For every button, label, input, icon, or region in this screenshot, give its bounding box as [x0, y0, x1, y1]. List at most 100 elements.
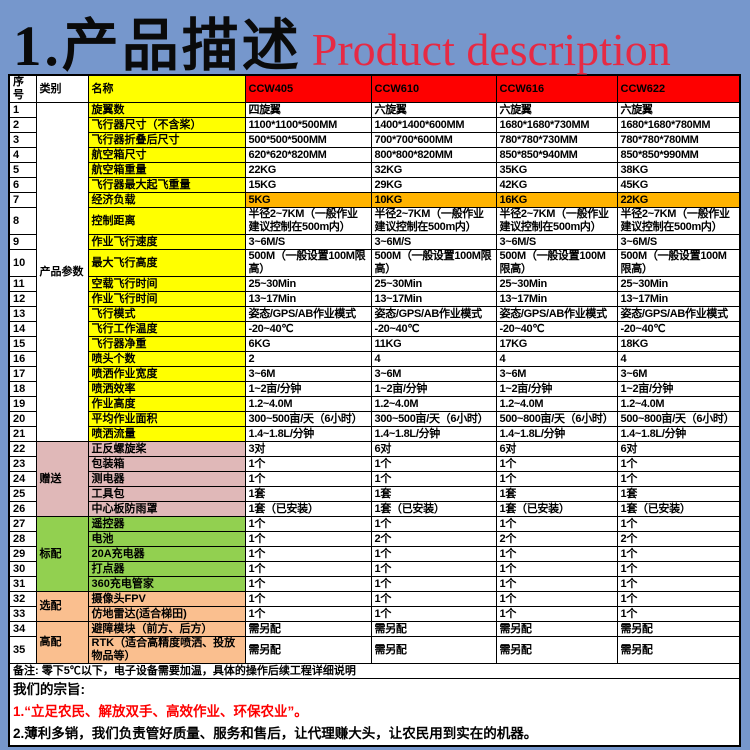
value-cell: 35KG [495, 162, 618, 178]
value-cell: 姿态/GPS/AB作业模式 [370, 306, 497, 322]
row-number: 8 [8, 207, 37, 235]
table-row: 26 中心板防雨罩 1套（已安装） 1套（已安装） 1套（已安装） 1套（已安装） [8, 501, 741, 517]
table-row: 32 选配 摄像头FPV 1个 1个 1个 1个 [8, 591, 741, 622]
table-row: 7 经济负载 5KG 10KG 16KG 22KG [8, 192, 741, 208]
value-cell: 1个 [244, 606, 372, 622]
value-cell: -20~40℃ [244, 321, 372, 337]
page-title-chinese: 1.产品描述 [13, 15, 302, 78]
motto-line-2: 2.薄利多销，我们负责管好质量、服务和售后，让代理赚大头，让农民用到实在的机器。 [13, 726, 538, 741]
value-cell: 1~2亩/分钟 [370, 381, 497, 397]
value-cell: 需另配 [244, 621, 372, 637]
value-cell: 1~2亩/分钟 [495, 381, 618, 397]
value-cell: 1个 [616, 471, 741, 487]
value-cell: 1.2~4.0M [244, 396, 372, 412]
value-cell: 13~17Min [370, 291, 497, 307]
value-cell: 3~6M [616, 366, 741, 382]
value-cell: 1400*1400*600MM [370, 117, 497, 133]
table-row: 4 航空箱尺寸 620*620*820MM 800*800*820MM 850*850*… [8, 147, 741, 163]
row-number: 12 [8, 291, 37, 307]
value-cell: 1.4~1.8L/分钟 [495, 426, 618, 442]
value-cell: 45KG [616, 177, 741, 193]
row-number: 6 [8, 177, 37, 193]
spec-name-cell: 最大飞行高度 [87, 249, 246, 277]
value-cell: 10KG [370, 192, 497, 208]
table-row: 35 RTK（适合高精度喷洒、投放物品等） 需另配 需另配 需另配 需另配 [8, 636, 741, 664]
spec-name-cell: 喷头个数 [87, 351, 246, 367]
value-cell: 1个 [244, 591, 372, 607]
value-cell: 1个 [495, 546, 618, 562]
header-model-ccw616: CCW616 [495, 74, 618, 103]
spec-name-cell: 摄像头FPV [87, 591, 246, 607]
value-cell: 500M（一般设置100M限高） [244, 249, 372, 277]
value-cell: 15KG [244, 177, 372, 193]
table-row: 3 飞行器折叠后尺寸 500*500*500MM 700*700*600MM 780*7… [8, 132, 741, 148]
value-cell: 500M（一般设置100M限高） [370, 249, 497, 277]
value-cell: 姿态/GPS/AB作业模式 [616, 306, 741, 322]
row-number: 31 [8, 576, 37, 592]
value-cell: 1个 [370, 576, 497, 592]
spec-name-cell: 飞行器净重 [87, 336, 246, 352]
value-cell: 1680*1680*780MM [616, 117, 741, 133]
row-number: 15 [8, 336, 37, 352]
value-cell: 1个 [616, 576, 741, 592]
value-cell: 1个 [495, 471, 618, 487]
table-row: 27 标配 遥控器 1个 1个 1个 1个 [8, 516, 741, 592]
spec-name-cell: 航空箱重量 [87, 162, 246, 178]
value-cell: -20~40℃ [616, 321, 741, 337]
value-cell: 11KG [370, 336, 497, 352]
value-cell: 620*620*820MM [244, 147, 372, 163]
value-cell: 2 [244, 351, 372, 367]
value-cell: 1个 [495, 606, 618, 622]
table-row: 15 飞行器净重 6KG 11KG 17KG 18KG [8, 336, 741, 352]
table-row: 34 高配 避障模块（前方、后方） 需另配 需另配 需另配 需另配 [8, 621, 741, 664]
value-cell: 需另配 [616, 636, 741, 664]
value-cell: 25~30Min [244, 276, 372, 292]
row-number: 30 [8, 561, 37, 577]
value-cell: 1.2~4.0M [495, 396, 618, 412]
value-cell: 半径2~7KM（一般作业建议控制在500m内） [244, 207, 372, 235]
value-cell: 1个 [616, 516, 741, 532]
value-cell: 1套 [495, 486, 618, 502]
row-number: 5 [8, 162, 37, 178]
value-cell: 四旋翼 [244, 102, 372, 118]
value-cell: 3~6M [495, 366, 618, 382]
table-row: 19 作业高度 1.2~4.0M 1.2~4.0M 1.2~4.0M 1.2~4.0M [8, 396, 741, 412]
value-cell: -20~40℃ [495, 321, 618, 337]
row-number: 3 [8, 132, 37, 148]
row-number: 21 [8, 426, 37, 442]
row-number: 33 [8, 606, 37, 622]
row-number: 17 [8, 366, 37, 382]
row-number: 19 [8, 396, 37, 412]
value-cell: 1个 [495, 576, 618, 592]
value-cell: 42KG [495, 177, 618, 193]
value-cell: 4 [370, 351, 497, 367]
spec-name-cell: 正反螺旋桨 [87, 441, 246, 457]
spec-name-cell: 喷洒作业宽度 [87, 366, 246, 382]
value-cell: 850*850*940MM [495, 147, 618, 163]
value-cell: 3~6M [244, 366, 372, 382]
value-cell: 1套 [370, 486, 497, 502]
value-cell: 1套（已安装） [616, 501, 741, 517]
category-cell: 产品参数 [35, 102, 89, 442]
row-number: 2 [8, 117, 37, 133]
spec-name-cell: 喷洒流量 [87, 426, 246, 442]
table-row: 6 飞行器最大起飞重量 15KG 29KG 42KG 45KG [8, 177, 741, 193]
value-cell: 13~17Min [495, 291, 618, 307]
value-cell: 4 [616, 351, 741, 367]
value-cell: 1个 [616, 591, 741, 607]
spec-name-cell: 平均作业面积 [87, 411, 246, 427]
table-row: 8 控制距离 半径2~7KM（一般作业建议控制在500m内） 半径2~7KM（一般作业… [8, 207, 741, 235]
row-number: 7 [8, 192, 37, 208]
value-cell: 需另配 [616, 621, 741, 637]
value-cell: 1套（已安装） [370, 501, 497, 517]
value-cell: 1个 [616, 546, 741, 562]
spec-name-cell: 飞行模式 [87, 306, 246, 322]
value-cell: 1个 [495, 561, 618, 577]
page-title: 1.产品描述 Product description [0, 0, 750, 78]
value-cell: 780*780*780MM [616, 132, 741, 148]
value-cell: -20~40℃ [370, 321, 497, 337]
spec-name-cell: 测电器 [87, 471, 246, 487]
table-row: 23 包装箱 1个 1个 1个 1个 [8, 456, 741, 472]
value-cell: 18KG [616, 336, 741, 352]
spec-name-cell: 20A充电器 [87, 546, 246, 562]
